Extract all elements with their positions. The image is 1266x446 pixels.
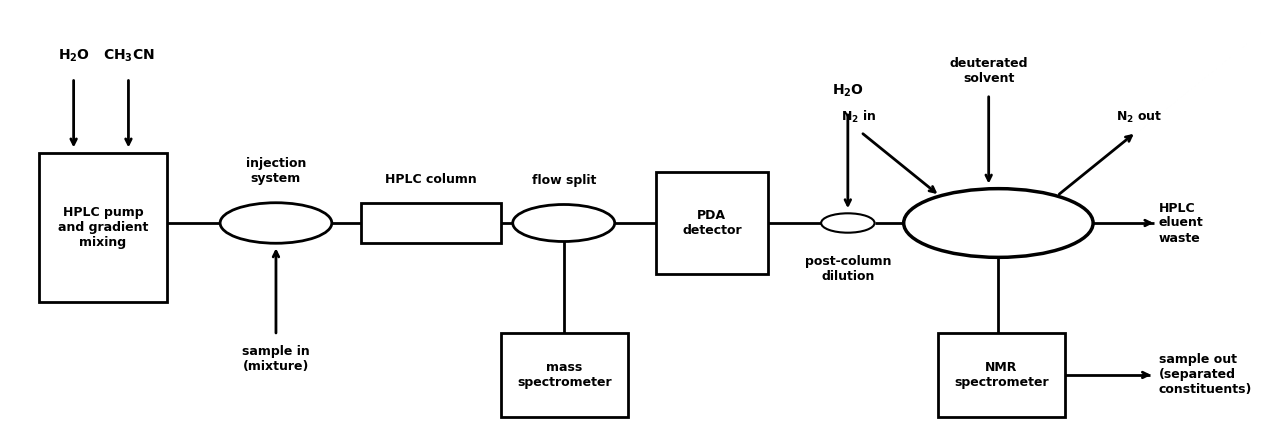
Text: PDA
detector: PDA detector (682, 209, 742, 237)
Text: $\mathbf{H_2O}$: $\mathbf{H_2O}$ (58, 48, 90, 64)
Text: mass
spectrometer: mass spectrometer (517, 361, 611, 389)
Text: HPLC pump
and gradient
mixing: HPLC pump and gradient mixing (58, 206, 148, 249)
Text: HPLC
eluent
waste: HPLC eluent waste (1158, 202, 1204, 244)
Text: $\mathbf{N_2}$ out: $\mathbf{N_2}$ out (1117, 110, 1163, 125)
Bar (656, 172, 767, 274)
Bar (938, 333, 1065, 417)
Text: $\mathbf{N_2}$ in: $\mathbf{N_2}$ in (841, 109, 876, 125)
Text: $\mathbf{CH_3CN}$: $\mathbf{CH_3CN}$ (103, 48, 154, 64)
Bar (39, 153, 167, 302)
Text: sample out
(separated
constituents): sample out (separated constituents) (1158, 353, 1252, 396)
Text: HPLC column: HPLC column (385, 173, 476, 186)
Bar (361, 203, 500, 243)
Text: injection
system: injection system (246, 157, 306, 185)
Bar (500, 333, 628, 417)
Text: deuterated
solvent: deuterated solvent (950, 57, 1028, 85)
Text: post-column
dilution: post-column dilution (805, 255, 891, 283)
Text: $\mathbf{H_2O}$: $\mathbf{H_2O}$ (832, 83, 863, 99)
Text: NMR
spectrometer: NMR spectrometer (955, 361, 1048, 389)
Text: sample in
(mixture): sample in (mixture) (242, 345, 310, 372)
Circle shape (904, 189, 1093, 257)
Circle shape (220, 203, 332, 243)
Circle shape (822, 213, 875, 233)
Text: flow split: flow split (532, 174, 596, 187)
Circle shape (513, 205, 615, 241)
